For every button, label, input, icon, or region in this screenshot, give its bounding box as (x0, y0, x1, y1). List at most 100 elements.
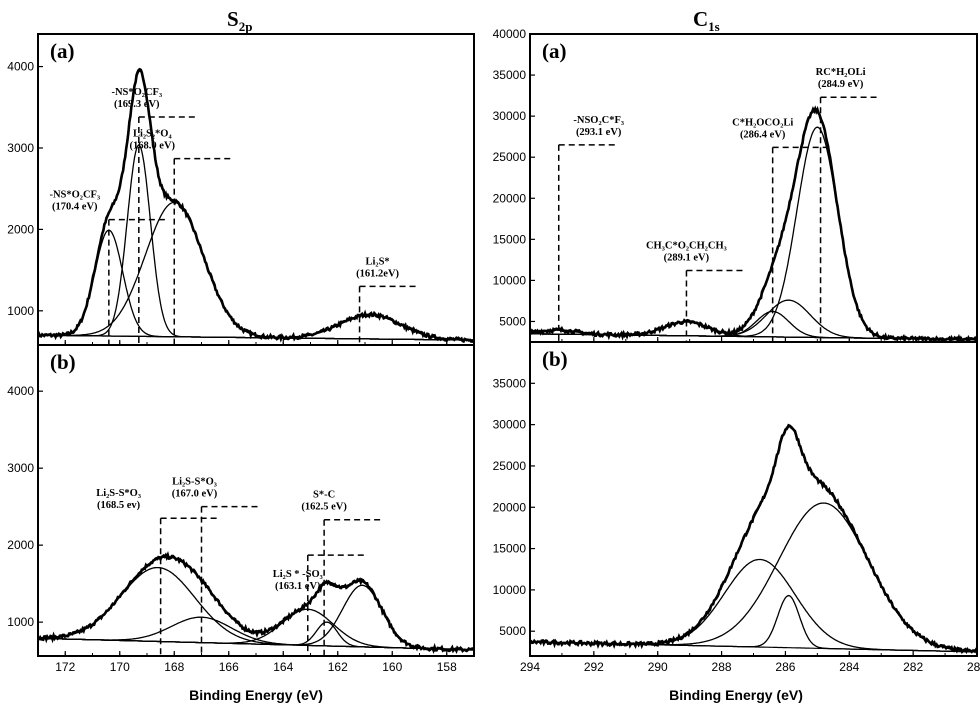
peak-annotation: (169.3 eV) (114, 99, 160, 110)
y-tick-label: 35000 (493, 68, 527, 82)
x-tick-label: 282 (903, 660, 923, 674)
component-peak (38, 566, 474, 651)
peak-annotation: Li₂S₂*O₄ (133, 129, 172, 140)
panel-label: (a) (542, 39, 567, 63)
raw-spectrum (38, 67, 474, 344)
peak-annotation: Li₂S * -SO₃ (273, 569, 323, 580)
panel-frame (37, 33, 475, 346)
peak-annotation: (162.5 eV) (301, 502, 347, 513)
component-peak (38, 621, 474, 651)
peak-annotation: Li₂S-S*O₃ (172, 477, 217, 488)
y-tick-label: 3000 (7, 461, 34, 475)
x-tick-label: 286 (775, 660, 795, 674)
component-peak (530, 502, 977, 653)
x-tick-label: 284 (839, 660, 859, 674)
fit-envelope (530, 109, 977, 341)
x-tick-label: 288 (712, 660, 732, 674)
panel-1-1: 5000 10000 15000 20000 25000 30000 35000 294 292… (493, 341, 980, 674)
peak-annotation: C*H₂OCO₂Li (732, 117, 793, 128)
peak-annotation: -NSO₂C*F₃ (573, 115, 624, 126)
component-peak (530, 558, 977, 653)
raw-spectrum (38, 551, 474, 655)
x-tick-label: 164 (273, 660, 293, 674)
y-tick-label: 10000 (493, 273, 527, 287)
y-tick-label: 15000 (493, 542, 527, 556)
raw-spectrum (530, 423, 977, 655)
y-tick-label: 4000 (7, 384, 34, 398)
y-tick-label: 35000 (493, 376, 527, 390)
y-tick-label: 2000 (7, 538, 34, 552)
plot-area (530, 105, 977, 342)
x-tick-label: 170 (110, 660, 130, 674)
x-tick-label: 160 (382, 660, 402, 674)
fit-envelope (38, 69, 474, 341)
peak-annotation: (168.5 ev) (97, 500, 141, 511)
plot-area (38, 551, 474, 655)
component-peak (38, 229, 474, 341)
panel-label: (b) (50, 350, 76, 374)
plot-area (38, 67, 474, 344)
x-tick-label: 294 (520, 660, 540, 674)
x-axis-label-s2p: Binding Energy (eV) (189, 687, 323, 703)
y-tick-label: 20000 (493, 500, 527, 514)
panel-0-1: 1000 2000 3000 4000 172 170 168 166 164 162 160 158… (7, 344, 475, 674)
y-tick-label: 40000 (493, 27, 527, 41)
peak-annotation: -NS*O₂CF₃ (49, 190, 100, 201)
fit-envelope (38, 555, 474, 651)
y-tick-label: 5000 (499, 624, 526, 638)
chart-c1s: 5000 10000 15000 20000 25000 30000 35000 40000 -… (493, 27, 980, 674)
x-axis-label-c1s: Binding Energy (eV) (669, 687, 803, 703)
peak-annotation: (167.0 eV) (172, 489, 218, 500)
raw-spectrum (530, 105, 977, 342)
y-tick-label: 30000 (493, 418, 527, 432)
x-tick-label: 172 (55, 660, 75, 674)
y-tick-label: 30000 (493, 109, 527, 123)
fit-envelope (530, 424, 977, 653)
panel-label: (b) (542, 347, 568, 371)
plot-area (530, 423, 977, 655)
x-tick-label: 168 (164, 660, 184, 674)
y-tick-label: 2000 (7, 222, 34, 236)
panel-label: (a) (50, 39, 75, 63)
y-tick-label: 3000 (7, 141, 34, 155)
y-tick-label: 10000 (493, 583, 527, 597)
peak-annotation: Li₂S-S*O₃ (96, 488, 141, 499)
y-tick-label: 1000 (7, 615, 34, 629)
x-tick-label: 158 (437, 660, 457, 674)
x-tick-label: 280 (967, 660, 980, 674)
y-tick-label: 4000 (7, 60, 34, 74)
peak-annotation: RC*H₂OLi (816, 67, 866, 78)
peak-annotation: S*-C (313, 490, 335, 501)
y-tick-label: 5000 (499, 314, 526, 328)
x-tick-label: 290 (648, 660, 668, 674)
y-tick-label: 25000 (493, 150, 527, 164)
component-peak (38, 201, 474, 341)
chart-title-s2p: S2p (227, 7, 252, 34)
y-tick-label: 20000 (493, 191, 527, 205)
peak-annotation: (170.4 eV) (52, 202, 98, 213)
x-tick-label: 292 (584, 660, 604, 674)
component-peak (38, 144, 474, 341)
y-tick-label: 25000 (493, 459, 527, 473)
peak-annotation: (161.2eV) (356, 268, 399, 279)
peak-annotation: -NS*O₂CF₃ (111, 87, 162, 98)
x-tick-label: 166 (219, 660, 239, 674)
y-tick-label: 15000 (493, 232, 527, 246)
chart-title-c1s: C1s (693, 7, 720, 34)
y-tick-label: 1000 (7, 304, 34, 318)
peak-annotation: (289.1 eV) (664, 253, 710, 264)
peak-annotation: Li₂S* (366, 256, 390, 267)
peak-annotation: (163.1 eV) (275, 581, 321, 592)
component-peak (530, 126, 977, 341)
x-tick-label: 162 (328, 660, 348, 674)
panel-frame (529, 33, 978, 343)
panel-frame (529, 341, 978, 657)
peak-annotation: CH₃C*O₂CH₂CH₃ (646, 241, 727, 252)
peak-annotation: (286.4 eV) (740, 129, 786, 140)
peak-annotation: (168.0 eV) (130, 141, 176, 152)
panel-1-0: 5000 10000 15000 20000 25000 30000 35000 40000 -… (493, 27, 978, 343)
peak-annotation: (293.1 eV) (576, 127, 622, 138)
